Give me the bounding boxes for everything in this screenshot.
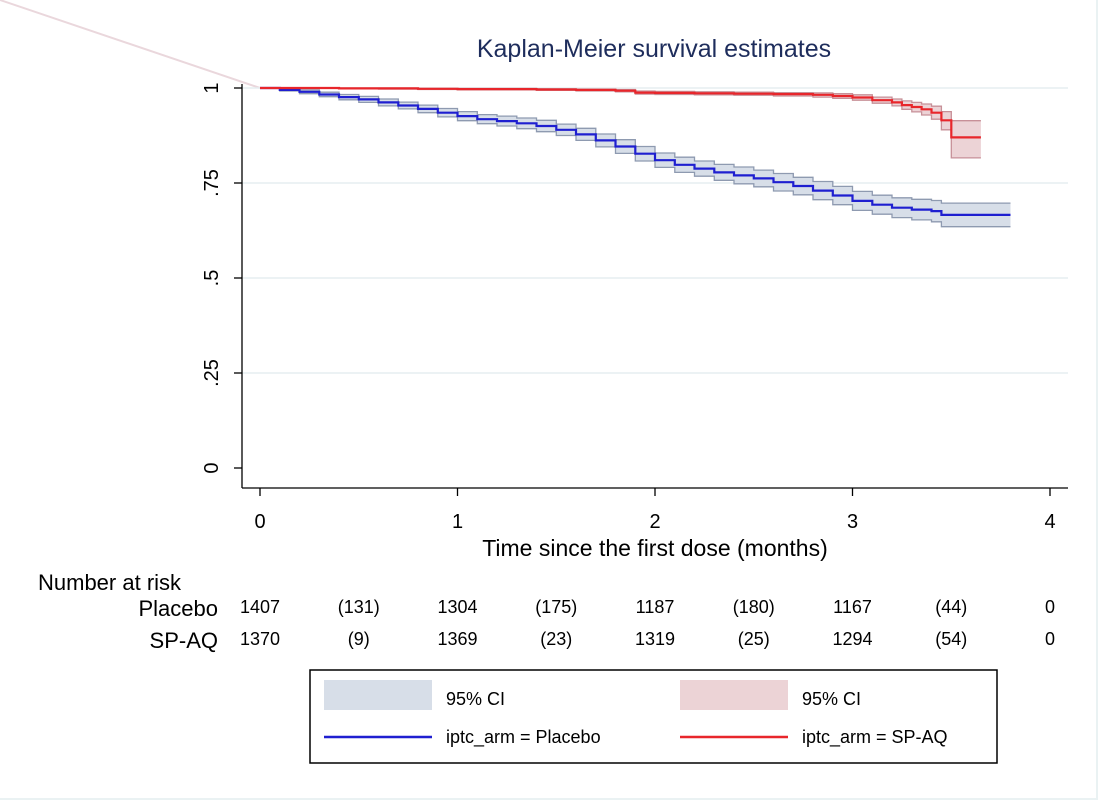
x-tick-label-1: 1 [452, 511, 463, 533]
corner-artifact-line [0, 0, 261, 89]
x-axis-label: Time since the first dose (months) [482, 535, 828, 561]
risk-row-label-1: SP-AQ [150, 628, 218, 653]
x-tick-label-3: 3 [847, 511, 858, 533]
survival-line-placebo [260, 86, 1011, 216]
x-tick-label-0: 0 [254, 511, 265, 533]
chart-title: Kaplan-Meier survival estimates [477, 35, 831, 63]
risk-cell-1-5: (25) [738, 629, 770, 649]
risk-cell-1-3: (23) [540, 629, 572, 649]
survival-lines [260, 86, 1011, 216]
legend-label-ci-placebo: 95% CI [446, 689, 505, 709]
risk-cell-0-0: 1407 [240, 597, 280, 617]
risk-cell-0-1: (131) [338, 597, 380, 617]
ci-upper-placebo [260, 87, 1011, 204]
x-tick-label-4: 4 [1044, 511, 1055, 533]
risk-cell-0-5: (180) [733, 597, 775, 617]
risk-cell-0-3: (175) [535, 597, 577, 617]
risk-cell-1-7: (54) [935, 629, 967, 649]
ci-upper-spaq [260, 87, 981, 122]
risk-cell-0-8: 0 [1045, 597, 1055, 617]
legend-label-line-spaq: iptc_arm = SP-AQ [802, 727, 948, 748]
risk-cell-0-4: 1187 [636, 597, 675, 617]
risk-cell-1-8: 0 [1045, 629, 1055, 649]
y-tick-label-4: 1 [201, 82, 223, 93]
y-tick-label-0: 0 [201, 462, 223, 473]
confidence-bands [260, 87, 1011, 228]
legend-swatch-ci-placebo [324, 680, 432, 710]
risk-table: Placebo 1407 (131) 1304 (175) 1187 (180) 1167 (4… [138, 596, 1055, 653]
risk-cell-1-2: 1369 [437, 629, 477, 649]
y-tick-label-3: .75 [201, 169, 223, 197]
risk-cell-1-1: (9) [348, 629, 370, 649]
y-tick-label-2: .5 [201, 270, 223, 287]
y-tick-label-1: .25 [201, 359, 223, 387]
axes: 0 .25 .5 .75 1 0 1 2 3 4 [201, 82, 1068, 533]
risk-cell-1-4: 1319 [635, 629, 675, 649]
risk-cell-0-2: 1304 [437, 597, 477, 617]
risk-cell-0-6: 1167 [833, 597, 872, 617]
risk-table-heading: Number at risk [38, 570, 182, 595]
risk-cell-0-7: (44) [935, 597, 967, 617]
risk-cell-1-6: 1294 [832, 629, 872, 649]
ci-band-placebo [260, 88, 1011, 227]
legend-label-line-placebo: iptc_arm = Placebo [446, 727, 601, 748]
x-tick-label-2: 2 [649, 511, 660, 533]
risk-cell-1-0: 1370 [240, 629, 280, 649]
risk-row-label-0: Placebo [138, 596, 218, 621]
legend: 95% CI 95% CI iptc_arm = Placebo iptc_ar… [309, 669, 998, 764]
legend-label-ci-spaq: 95% CI [802, 689, 861, 709]
legend-swatch-ci-spaq [680, 680, 788, 710]
grid-lines [242, 87, 1068, 374]
survival-line-spaq [260, 86, 981, 139]
